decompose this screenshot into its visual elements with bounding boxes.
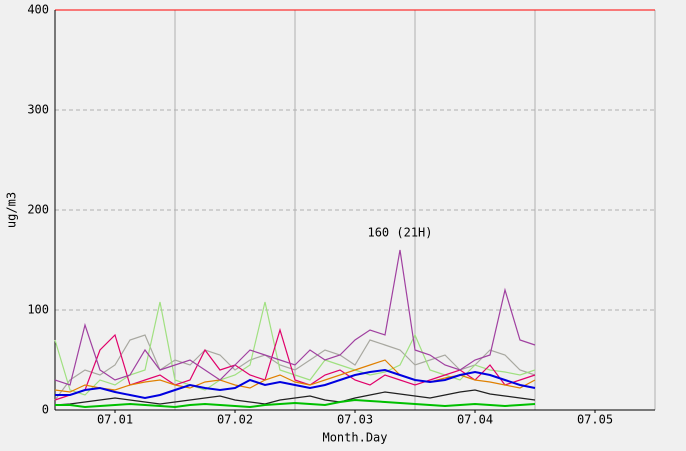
y-tick-label: 400 bbox=[27, 3, 49, 17]
x-axis-label: Month.Day bbox=[322, 431, 387, 445]
series-line bbox=[54, 249, 536, 386]
y-tick-label: 100 bbox=[27, 303, 49, 317]
x-tick-label: 07.04 bbox=[457, 413, 493, 427]
series-line bbox=[54, 334, 536, 401]
x-tick-label: 07.05 bbox=[577, 413, 613, 427]
series-line bbox=[54, 301, 536, 396]
series-line bbox=[54, 389, 536, 406]
y-axis-label: ug/m3 bbox=[5, 192, 19, 228]
y-tick-label: 200 bbox=[27, 203, 49, 217]
series-line bbox=[54, 327, 536, 401]
annotation: 160 (21H) bbox=[367, 226, 432, 240]
y-tick-label: 0 bbox=[42, 403, 49, 417]
x-tick-label: 07.03 bbox=[337, 413, 373, 427]
series-line bbox=[55, 398, 536, 409]
x-tick-label: 07.02 bbox=[217, 413, 253, 427]
y-tick-label: 300 bbox=[27, 103, 49, 117]
x-tick-label: 07.01 bbox=[97, 413, 133, 427]
series-line bbox=[55, 368, 536, 400]
